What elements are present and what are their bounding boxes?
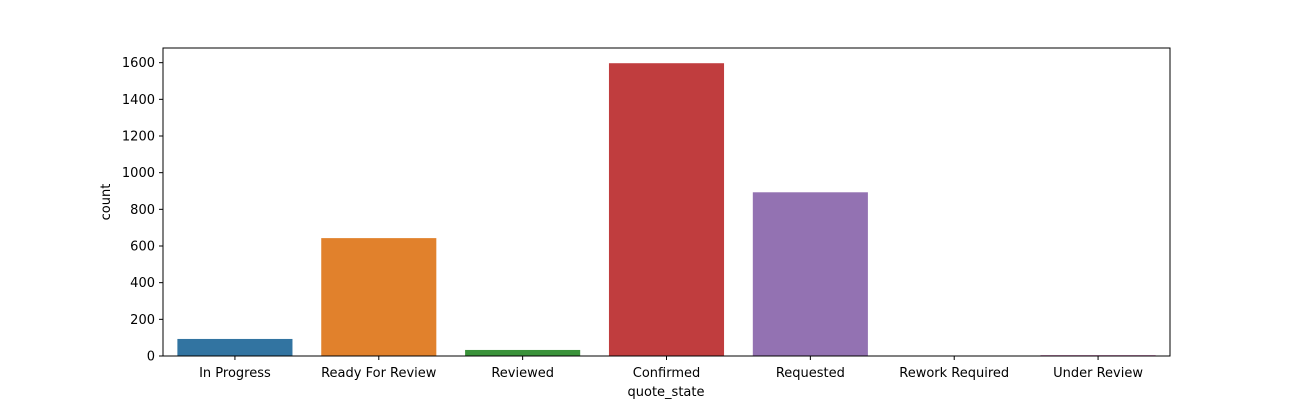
bars-layer <box>177 63 1155 356</box>
x-tick-label: Reviewed <box>491 366 554 381</box>
bar-reviewed <box>465 350 580 356</box>
y-tick-label: 200 <box>130 313 155 328</box>
x-axis-label: quote_state <box>628 385 705 400</box>
y-tick-label: 1000 <box>122 166 155 181</box>
bar-ready-for-review <box>321 238 436 356</box>
bar-confirmed <box>609 63 724 356</box>
y-axis-label: count <box>99 184 114 221</box>
bar-requested <box>753 192 868 356</box>
y-tick-label: 800 <box>130 203 155 218</box>
y-tick-label: 600 <box>130 240 155 255</box>
x-tick-label: In Progress <box>199 366 271 381</box>
y-tick-label: 1200 <box>122 130 155 145</box>
x-tick-label: Confirmed <box>633 366 701 381</box>
x-tick-label: Ready For Review <box>321 366 437 381</box>
y-tick-label: 0 <box>147 350 155 365</box>
y-axis-ticks: 0 200 400 600 800 1000 1200 1400 1600 <box>122 56 163 364</box>
x-tick-label: Requested <box>776 366 845 381</box>
x-tick-label: Under Review <box>1053 366 1143 381</box>
y-tick-label: 1400 <box>122 93 155 108</box>
bar-in-progress <box>177 339 292 356</box>
x-tick-label: Rework Required <box>899 366 1009 381</box>
y-tick-label: 400 <box>130 276 155 291</box>
x-axis-ticks: In Progress Ready For Review Reviewed Confi… <box>199 356 1143 381</box>
y-tick-label: 1600 <box>122 56 155 71</box>
